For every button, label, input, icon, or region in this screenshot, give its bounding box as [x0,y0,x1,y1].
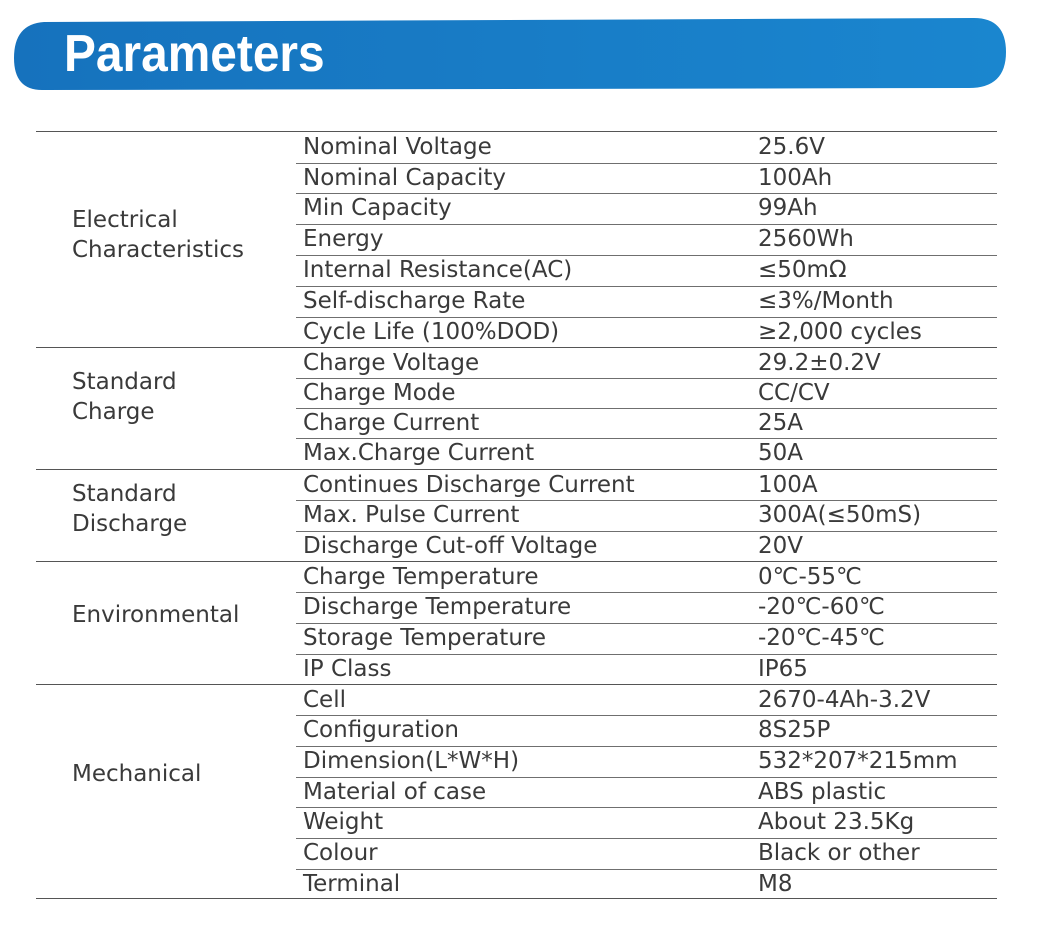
parameter-value: ABS plastic [758,779,887,805]
parameter-name: Storage Temperature [303,625,546,651]
parameter-value: 0℃-55℃ [758,564,862,590]
parameter-name: Terminal [303,871,401,897]
row-divider [296,378,997,379]
parameter-name: Charge Voltage [303,350,480,376]
parameter-value: 99Ah [758,195,818,221]
parameter-value: -20℃-45℃ [758,625,885,651]
parameter-name: Continues Discharge Current [303,472,635,498]
parameter-value: 2560Wh [758,226,854,252]
group-divider [36,561,997,562]
row-divider [296,317,997,318]
parameter-name: Self-discharge Rate [303,288,526,314]
parameter-value: 25.6V [758,134,825,160]
row-divider [296,163,997,164]
title-banner: Parameters [14,18,1006,90]
parameter-name: Max.Charge Current [303,440,535,466]
row-divider [296,869,997,870]
category-label: Standard [72,369,177,395]
parameter-value: 29.2±0.2V [758,350,881,376]
parameter-name: Weight [303,809,384,835]
parameter-name: Min Capacity [303,195,452,221]
row-divider [296,777,997,778]
row-divider [296,531,997,532]
parameter-name: Dimension(L*W*H) [303,748,520,774]
category-label: Electrical [72,207,178,233]
parameter-name: Discharge Temperature [303,594,572,620]
parameter-value: CC/CV [758,380,830,406]
row-divider [296,807,997,808]
parameter-name: Nominal Capacity [303,165,506,191]
parameter-name: Charge Mode [303,380,456,406]
parameter-value: 532*207*215mm [758,748,958,774]
parameter-name: Configuration [303,717,459,743]
parameter-name: Charge Current [303,410,480,436]
parameter-value: ≥2,000 cycles [758,319,922,345]
parameter-value: -20℃-60℃ [758,594,885,620]
parameter-value: 8S25P [758,717,831,743]
parameter-value: 20V [758,533,804,559]
page-title: Parameters [64,25,325,83]
group-divider [36,347,997,348]
parameter-value: 100Ah [758,165,833,191]
row-divider [296,193,997,194]
parameter-name: Cell [303,687,346,713]
parameter-value: Black or other [758,840,920,866]
row-divider [296,408,997,409]
parameter-name: Cycle Life (100%DOD) [303,319,560,345]
category-label: Mechanical [72,761,202,787]
row-divider [296,592,997,593]
banner-shape [14,18,1006,90]
row-divider [296,654,997,655]
table-bottom-border [36,898,997,899]
parameter-value: IP65 [758,656,808,682]
row-divider [296,838,997,839]
parameter-value: 50A [758,440,804,466]
row-divider [296,224,997,225]
category-label: Charge [72,399,155,425]
group-divider [36,684,997,685]
parameter-name: IP Class [303,656,392,682]
group-divider [36,469,997,470]
row-divider [296,500,997,501]
row-divider [296,255,997,256]
row-divider [296,438,997,439]
parameter-name: Nominal Voltage [303,134,492,160]
parameter-name: Discharge Cut-off Voltage [303,533,598,559]
category-label: Standard [72,481,177,507]
parameter-value: 2670-4Ah-3.2V [758,687,931,713]
parameter-name: Charge Temperature [303,564,539,590]
parameter-value: 300A(≤50mS) [758,502,922,528]
category-label: Environmental [72,602,240,628]
category-label: Discharge [72,511,188,537]
parameter-value: M8 [758,871,793,897]
parameter-value: 25A [758,410,804,436]
parameter-name: Material of case [303,779,487,805]
row-divider [296,623,997,624]
parameter-name: Colour [303,840,378,866]
parameter-name: Internal Resistance(AC) [303,257,573,283]
parameter-value: 100A [758,472,818,498]
parameter-name: Max. Pulse Current [303,502,520,528]
category-label: Characteristics [72,237,244,263]
row-divider [296,286,997,287]
parameter-value: About 23.5Kg [758,809,915,835]
row-divider [296,746,997,747]
parameter-value: ≤50mΩ [758,257,847,283]
parameter-name: Energy [303,226,384,252]
parameter-value: ≤3%/Month [758,288,894,314]
row-divider [296,715,997,716]
group-divider [36,131,997,132]
